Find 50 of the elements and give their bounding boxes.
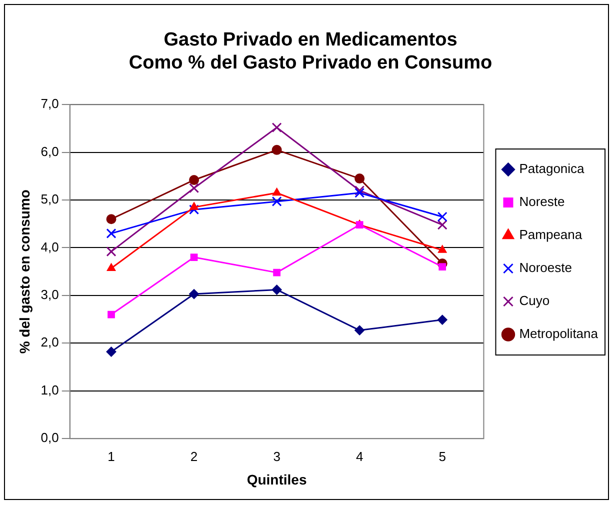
point (189, 183, 200, 194)
point (189, 174, 200, 185)
point (108, 310, 115, 318)
x-axis-title: Quintiles (246, 471, 307, 488)
point (190, 254, 198, 261)
legend-label: Cuyo (519, 293, 550, 308)
y-axis-title: % del gasto en consumo (16, 190, 32, 354)
point (354, 188, 365, 198)
y-tick-label: 2,0 (40, 334, 59, 350)
point (272, 284, 282, 295)
y-tick-label: 1,0 (40, 382, 59, 398)
point (354, 325, 365, 336)
point (106, 246, 116, 257)
point (272, 122, 282, 132)
point (354, 174, 365, 184)
x-tick-label: 2 (190, 448, 198, 464)
text: Como % del Gasto Privado en Consumo (128, 52, 492, 74)
y-tick-label: 6,0 (40, 144, 59, 159)
legend-label: Patagonica (519, 161, 586, 176)
point (273, 268, 280, 276)
y-tick-label: 3,0 (40, 287, 59, 302)
legend-label: Noreste (519, 194, 565, 210)
point (106, 263, 116, 272)
point (189, 204, 200, 215)
point (272, 196, 282, 206)
y-tick-label: 7,0 (40, 96, 59, 112)
x-tick-label: 3 (273, 448, 280, 464)
x-tick-label: 1 (108, 448, 115, 464)
point (437, 212, 448, 222)
point (272, 188, 282, 196)
point (438, 245, 447, 253)
point (354, 185, 365, 196)
point (106, 214, 116, 224)
point (437, 220, 448, 230)
text: Gasto Privado en Medicamentos (164, 30, 458, 51)
point (106, 228, 116, 238)
y-tick-label: 0,0 (40, 430, 59, 446)
x-tick-label: 4 (356, 448, 364, 464)
legend-label: Noroeste (519, 260, 572, 276)
y-tick-label: 4,0 (40, 239, 59, 254)
point (437, 314, 448, 325)
y-tick-label: 5,0 (40, 192, 59, 207)
point (272, 144, 282, 155)
point (189, 289, 200, 300)
x-tick-label: 5 (438, 448, 446, 464)
legend-label: Metropolitana (519, 326, 599, 342)
point (438, 263, 446, 271)
point (190, 202, 198, 210)
point (106, 346, 116, 357)
legend-label: Pampeana (519, 227, 583, 242)
